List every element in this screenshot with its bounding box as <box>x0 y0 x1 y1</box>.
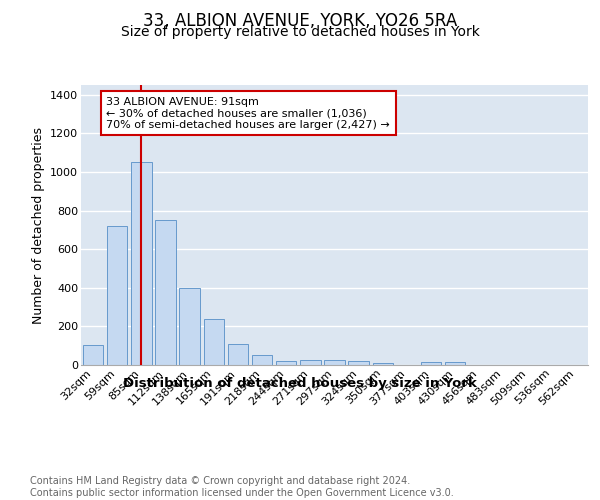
Bar <box>131 162 152 365</box>
Text: Contains HM Land Registry data © Crown copyright and database right 2024.
Contai: Contains HM Land Registry data © Crown c… <box>30 476 454 498</box>
Bar <box>421 362 442 365</box>
Bar <box>83 344 103 365</box>
Bar <box>155 220 176 365</box>
Bar <box>349 361 369 365</box>
Bar <box>445 362 466 365</box>
Bar <box>252 356 272 365</box>
Bar <box>373 362 393 365</box>
Bar <box>227 344 248 365</box>
Bar <box>107 226 127 365</box>
Bar <box>203 318 224 365</box>
Text: 33, ALBION AVENUE, YORK, YO26 5RA: 33, ALBION AVENUE, YORK, YO26 5RA <box>143 12 457 30</box>
Bar <box>179 288 200 365</box>
Bar <box>324 360 345 365</box>
Bar <box>276 361 296 365</box>
Text: Size of property relative to detached houses in York: Size of property relative to detached ho… <box>121 25 479 39</box>
Text: 33 ALBION AVENUE: 91sqm
← 30% of detached houses are smaller (1,036)
70% of semi: 33 ALBION AVENUE: 91sqm ← 30% of detache… <box>106 96 390 130</box>
Y-axis label: Number of detached properties: Number of detached properties <box>32 126 44 324</box>
Bar <box>300 360 320 365</box>
Text: Distribution of detached houses by size in York: Distribution of detached houses by size … <box>123 378 477 390</box>
